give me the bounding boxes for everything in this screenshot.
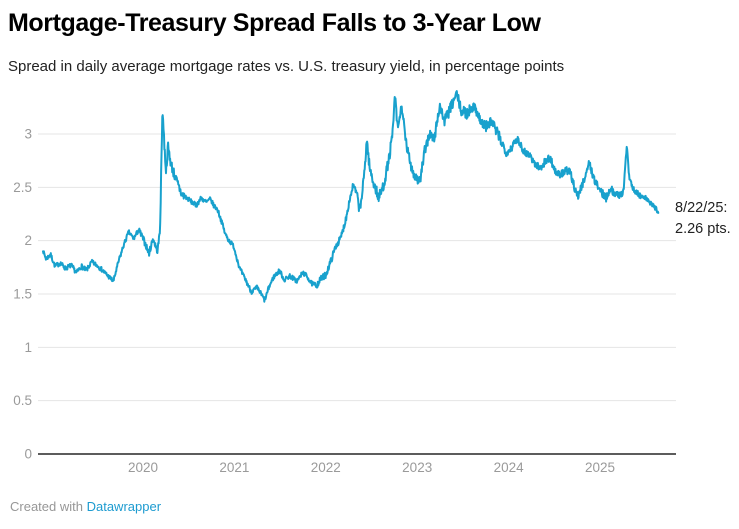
y-tick-label: 1.5 xyxy=(13,286,32,301)
x-tick-label: 2023 xyxy=(402,460,432,475)
spread-line xyxy=(42,90,660,303)
chart-subtitle: Spread in daily average mortgage rates v… xyxy=(8,58,565,75)
x-tick-label: 2025 xyxy=(585,460,615,475)
credit-prefix-label: Created with xyxy=(10,499,87,514)
y-tick-label: 2.5 xyxy=(13,180,32,195)
x-tick-label: 2021 xyxy=(219,460,249,475)
datawrapper-link[interactable]: Datawrapper xyxy=(86,499,162,514)
latest-value-annotation: 8/22/25: 2.26 pts. xyxy=(675,200,731,237)
y-tick-label: 2 xyxy=(24,233,32,248)
x-tick-label: 2022 xyxy=(311,460,341,475)
x-tick-label: 2020 xyxy=(128,460,158,475)
y-tick-label: 0.5 xyxy=(13,393,32,408)
y-tick-label: 0 xyxy=(24,447,32,462)
y-tick-label: 3 xyxy=(24,126,32,141)
x-tick-label: 2024 xyxy=(494,460,525,475)
chart-title: Mortgage-Treasury Spread Falls to 3-Year… xyxy=(8,9,541,37)
footer-credit: Created with Datawrapper xyxy=(10,499,161,514)
y-tick-label: 1 xyxy=(24,340,32,355)
